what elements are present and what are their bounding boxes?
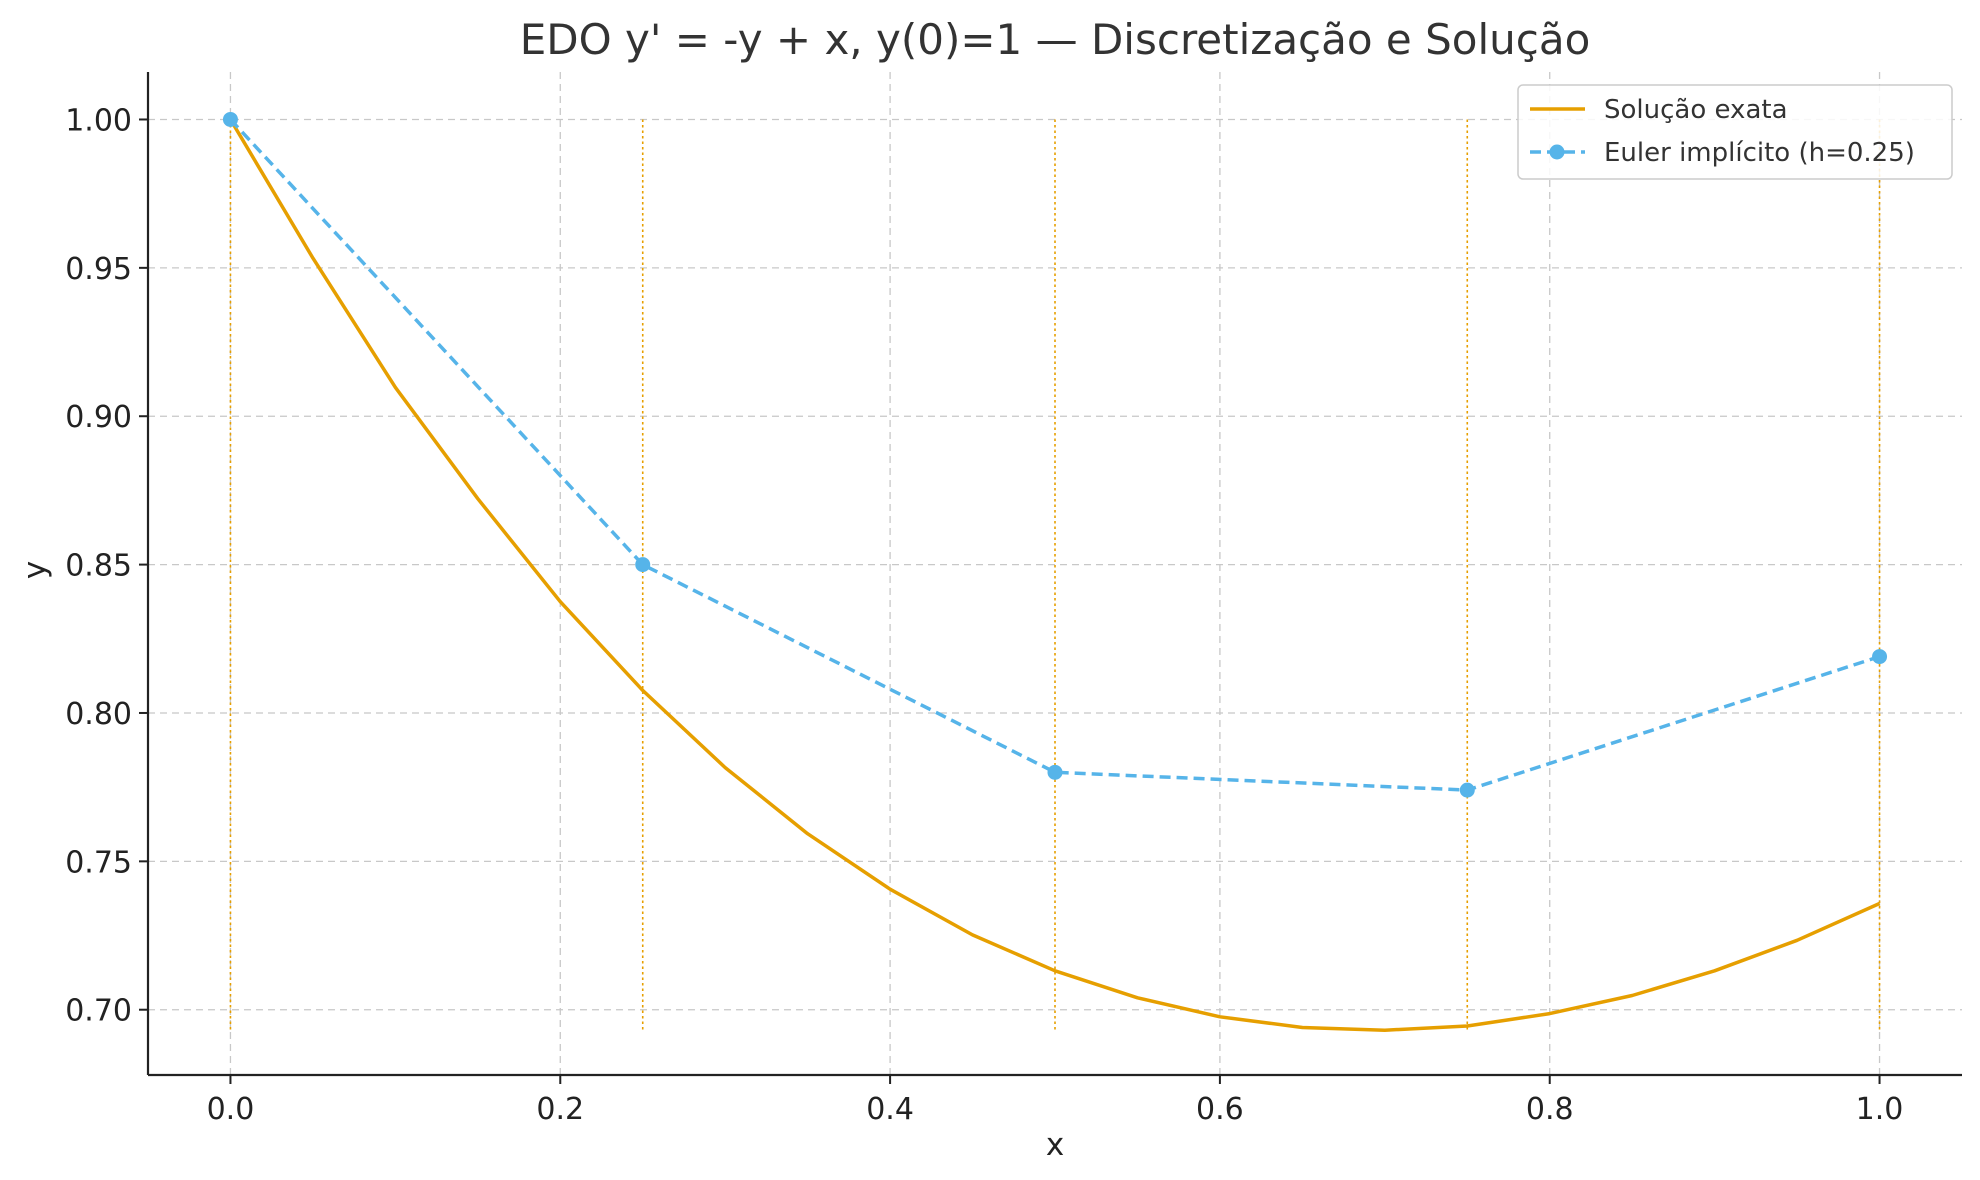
x-tick-label: 0.8 [1526, 1092, 1574, 1127]
data-point [1047, 764, 1063, 780]
step-markers [229, 119, 1881, 1031]
series-line-0 [228, 118, 1881, 1032]
y-tick-label: 0.95 [65, 252, 132, 287]
series-line-1 [229, 118, 1881, 792]
legend: Solução exata Euler implícito (h=0.25) [1517, 84, 1953, 180]
axes [146, 72, 1962, 1077]
x-tick-label: 0.2 [536, 1092, 584, 1127]
y-tick-label: 1.00 [65, 103, 132, 138]
data-point [1459, 782, 1475, 798]
x-tick-label: 0.6 [1196, 1092, 1244, 1127]
y-tick-label: 0.90 [65, 400, 132, 435]
chart-title: EDO y' = -y + x, y(0)=1 — Discretização … [520, 15, 1591, 64]
x-tick-label: 0.0 [207, 1092, 255, 1127]
legend-box [1517, 84, 1953, 180]
legend-marker-euler [1549, 144, 1565, 160]
y-ticks: 0.70 0.75 0.80 0.85 0.90 0.95 1.00 [65, 103, 148, 1029]
x-ticks: 0.0 0.2 0.4 0.6 0.8 1.0 [207, 1075, 1904, 1127]
y-tick-label: 0.80 [65, 697, 132, 732]
y-tick-label: 0.70 [65, 994, 132, 1029]
y-tick-label: 0.75 [65, 845, 132, 880]
data-point [222, 111, 238, 127]
x-tick-label: 0.4 [866, 1092, 914, 1127]
data-point [1872, 649, 1888, 665]
legend-label-euler: Euler implícito (h=0.25) [1604, 138, 1915, 168]
series-layer [222, 111, 1888, 1032]
data-point [635, 557, 651, 573]
x-tick-label: 1.0 [1856, 1092, 1904, 1127]
x-axis-label: x [1046, 1127, 1064, 1163]
y-tick-label: 0.85 [65, 549, 132, 584]
legend-label-exact: Solução exata [1604, 95, 1788, 125]
y-axis-label: y [17, 561, 53, 579]
